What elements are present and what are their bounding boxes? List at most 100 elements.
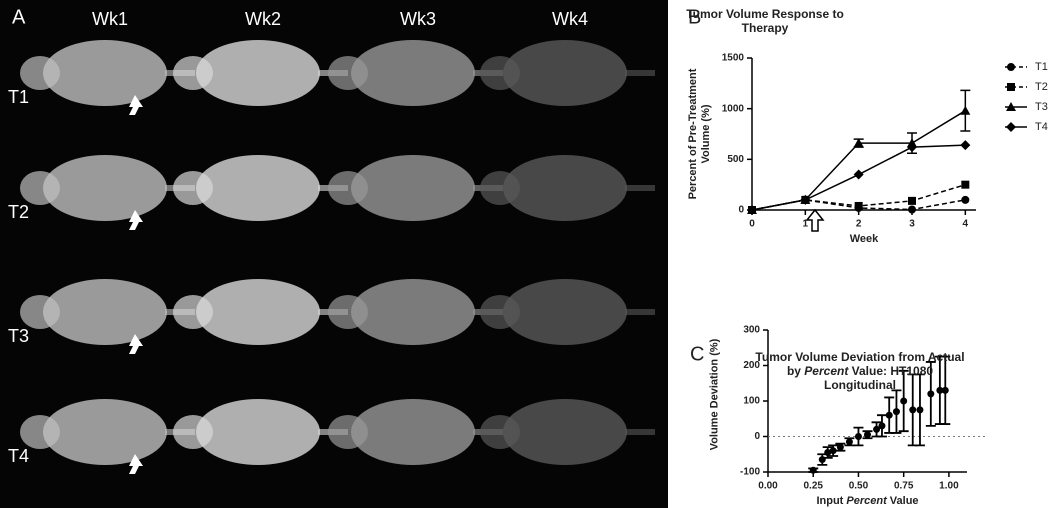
mouse-head xyxy=(328,415,368,449)
mouse-body xyxy=(196,40,320,106)
legend-marker xyxy=(1006,102,1016,111)
point xyxy=(909,406,917,414)
mouse-head xyxy=(20,415,60,449)
legend-marker xyxy=(1007,83,1015,91)
point xyxy=(836,443,844,451)
point xyxy=(854,433,862,440)
row-label: T4 xyxy=(8,446,29,466)
series-line xyxy=(751,110,966,211)
mouse-head xyxy=(173,171,213,205)
marker xyxy=(908,196,916,205)
chart-title: Tumor Volume Response to Therapy xyxy=(686,7,844,35)
tumor-arrow xyxy=(129,210,143,230)
x-tick-label: 0.50 xyxy=(849,481,869,492)
tumor-arrow xyxy=(129,95,143,115)
mouse-body xyxy=(43,40,167,106)
mouse-tail xyxy=(625,429,655,435)
marker xyxy=(960,105,971,115)
x-tick-label: 1.00 xyxy=(939,481,959,492)
marker xyxy=(853,138,864,148)
mouse-head xyxy=(480,171,520,205)
mouse-body xyxy=(43,279,167,345)
x-axis-label-part: Input xyxy=(816,495,846,507)
y-tick-label: 100 xyxy=(743,396,760,407)
row-label: T2 xyxy=(8,202,29,222)
point xyxy=(864,431,871,439)
point xyxy=(892,408,900,416)
panel-label: B xyxy=(688,6,701,28)
y-tick-label: 0 xyxy=(738,205,744,216)
legend-label: T2 xyxy=(1035,81,1048,93)
mouse-body xyxy=(351,155,475,221)
mouse-body xyxy=(43,155,167,221)
mouse-body xyxy=(503,279,627,345)
mouse-tail xyxy=(625,309,655,315)
point xyxy=(885,411,893,419)
column-label: Wk4 xyxy=(552,9,588,29)
y-tick-label: 1000 xyxy=(722,103,745,114)
marker xyxy=(961,180,970,189)
legend-label: T1 xyxy=(1035,61,1048,73)
x-tick-label: 0.00 xyxy=(758,481,778,492)
y-tick-label: 200 xyxy=(743,360,760,371)
point xyxy=(927,390,935,398)
point xyxy=(936,386,944,394)
x-tick-label: 4 xyxy=(963,219,969,230)
marker xyxy=(800,194,811,205)
row-label: T3 xyxy=(8,326,29,346)
point xyxy=(941,386,949,394)
row-label: T1 xyxy=(8,87,29,107)
point xyxy=(900,397,908,405)
panel-label: A xyxy=(12,6,26,28)
mouse-head xyxy=(173,295,213,329)
mouse-head xyxy=(20,171,60,205)
mouse-tail xyxy=(625,185,655,191)
point xyxy=(845,438,853,446)
marker xyxy=(907,142,917,153)
point xyxy=(873,425,881,433)
x-axis-label: Week xyxy=(850,233,879,245)
mouse-head xyxy=(328,295,368,329)
mouse-head xyxy=(20,295,60,329)
therapy-arrow xyxy=(805,208,825,232)
y-tick-label: 1500 xyxy=(722,53,745,64)
mouse-body xyxy=(43,399,167,465)
y-tick-label: 500 xyxy=(727,154,744,165)
column-label: Wk3 xyxy=(400,9,436,29)
point xyxy=(878,422,886,430)
mouse-head xyxy=(328,171,368,205)
marker xyxy=(961,195,970,204)
mouse-head xyxy=(173,415,213,449)
tumor-arrow xyxy=(129,454,143,474)
mouse-body xyxy=(503,155,627,221)
point xyxy=(809,466,817,474)
mouse-body xyxy=(196,155,320,221)
point xyxy=(916,406,924,414)
column-label: Wk1 xyxy=(92,9,128,29)
marker xyxy=(853,169,864,180)
x-tick-label: 1 xyxy=(803,219,809,230)
mouse-body xyxy=(351,40,475,106)
marker xyxy=(960,140,971,151)
mouse-head xyxy=(480,415,520,449)
legend-label: T3 xyxy=(1035,101,1048,113)
point xyxy=(824,448,832,456)
mouse-body xyxy=(351,279,475,345)
mouse-body xyxy=(196,279,320,345)
mouse-body xyxy=(196,399,320,465)
mouse-body xyxy=(351,399,475,465)
mouse-tail xyxy=(625,70,655,76)
mouse-head xyxy=(480,56,520,90)
x-axis-label-part: Percent xyxy=(846,495,888,507)
mouse-body xyxy=(503,40,627,106)
x-tick-label: 2 xyxy=(856,219,862,230)
legend-label: T4 xyxy=(1035,121,1048,133)
mouse-head xyxy=(480,295,520,329)
point xyxy=(829,447,837,455)
y-tick-label: 300 xyxy=(743,325,760,336)
mouse-head xyxy=(20,56,60,90)
x-tick-label: 0 xyxy=(749,219,755,230)
x-tick-label: 3 xyxy=(909,219,915,230)
